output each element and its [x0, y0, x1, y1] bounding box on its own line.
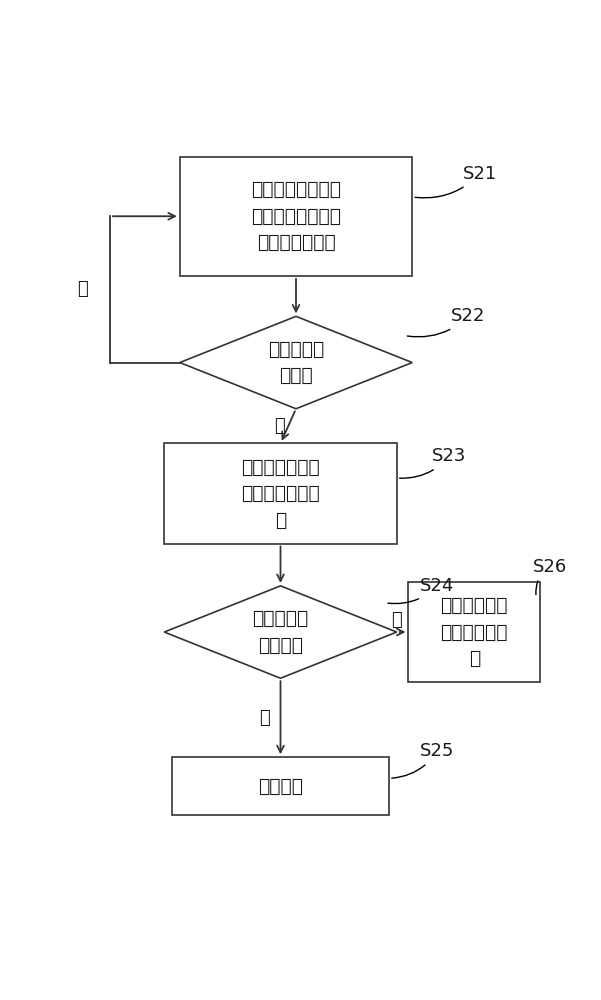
Polygon shape [180, 316, 412, 409]
Bar [408, 582, 540, 682]
Text: 是: 是 [259, 709, 270, 727]
Bar [180, 157, 412, 276]
Text: 利用采血仪的采血
针以及热合头对血
液标本进行留样: 利用采血仪的采血 针以及热合头对血 液标本进行留样 [251, 180, 341, 252]
Text: S21: S21 [415, 165, 497, 198]
Text: 对采血针以及热
合头进行对应处
理: 对采血针以及热 合头进行对应处 理 [241, 457, 320, 529]
Text: S26: S26 [532, 558, 567, 595]
Bar [164, 443, 397, 544]
Text: S23: S23 [400, 447, 466, 478]
Text: 否: 否 [391, 611, 401, 630]
Bar [172, 757, 389, 815]
Text: 否: 否 [78, 280, 88, 298]
Text: S22: S22 [407, 307, 486, 337]
Polygon shape [164, 586, 397, 678]
Text: 进行热合: 进行热合 [258, 777, 303, 796]
Text: S24: S24 [388, 577, 454, 604]
Text: 判断留样是
否成功: 判断留样是 否成功 [268, 340, 324, 385]
Text: S25: S25 [392, 742, 454, 778]
Text: 判断留样量
是否足够: 判断留样量 是否足够 [252, 609, 309, 655]
Text: 进行操作补量
后，再进行热
合: 进行操作补量 后，再进行热 合 [441, 596, 508, 668]
Text: 是: 是 [274, 417, 285, 435]
